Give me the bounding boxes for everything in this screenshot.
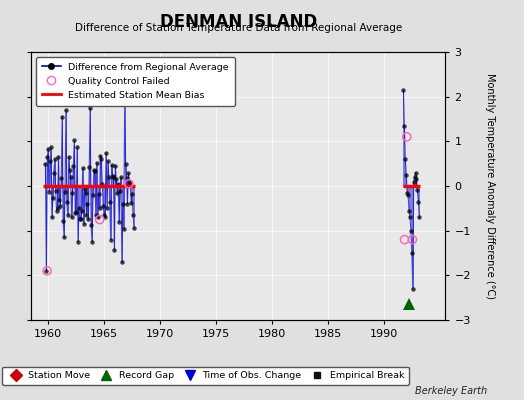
Point — [95, 216, 104, 223]
Point — [125, 180, 133, 187]
Text: Difference of Station Temperature Data from Regional Average: Difference of Station Temperature Data f… — [75, 23, 402, 33]
Text: Berkeley Earth: Berkeley Earth — [415, 386, 487, 396]
Legend: Station Move, Record Gap, Time of Obs. Change, Empirical Break: Station Move, Record Gap, Time of Obs. C… — [2, 366, 409, 385]
Point — [402, 134, 411, 140]
Point — [408, 236, 417, 243]
Title: DENMAN ISLAND: DENMAN ISLAND — [160, 13, 317, 31]
Point — [43, 268, 51, 274]
Y-axis label: Monthly Temperature Anomaly Difference (°C): Monthly Temperature Anomaly Difference (… — [485, 73, 495, 299]
Point — [400, 236, 409, 243]
